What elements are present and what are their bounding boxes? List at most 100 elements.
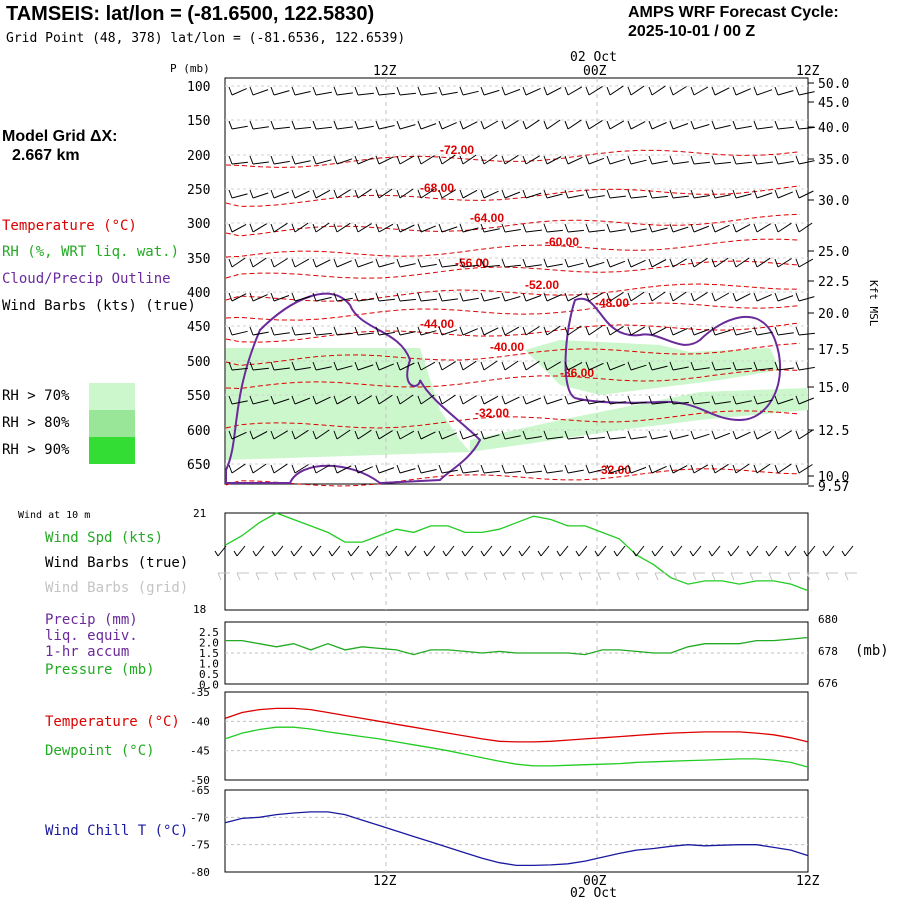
wind-barb-179 [462,297,479,302]
wind-barb-flag-76 [648,155,653,165]
wind-barb-10 [441,91,458,96]
wind-barb-flag-201 [333,326,338,336]
wind-barb-159 [630,259,646,268]
wind-barb-flag-33 [333,120,338,130]
wind-barb-flag-214 [606,326,611,336]
wind-barb-flag-63 [375,155,380,165]
wind-barb-251 [798,366,815,371]
wind-barb-flag-313 [333,464,338,474]
wind-barb-flag-0 [228,86,233,96]
wind-barb-flag-118 [354,223,359,233]
wind-barb-335 [798,464,813,474]
wind-barb-47 [630,121,646,130]
wind-barb-148 [399,263,416,268]
wind-barb-260 [399,394,414,405]
wind-barb-flag-300 [648,430,653,440]
wind-barb-flag-1 [249,86,254,96]
wind-barb-75 [630,159,647,165]
wind-barb-flag-8 [396,86,401,96]
wind-barb-flag-15 [543,86,548,96]
wind-barb-flag-91 [375,189,380,199]
height-tick-8: 17.5 [818,343,849,358]
wind-barb-77 [672,161,689,165]
legend-rh70: RH > 70% [2,388,70,404]
wind-barb-flag-188 [648,292,653,302]
wind-barb-304 [735,431,751,440]
wind-barb-25 [756,89,773,96]
wind-barb-flag-146 [354,258,359,268]
time-label-top-2: 00Z [583,64,607,79]
wind-barb-161 [672,258,687,268]
wind-barb-flag-174 [354,292,359,302]
pressure-tick-450: 450 [187,320,210,335]
wind-barb-flag-158 [606,258,611,268]
wind-barb-flag-321 [501,464,506,474]
wind-barb-flag-167 [795,258,800,268]
wind-barb-150 [441,264,458,268]
wind-barb-flag-189 [669,292,674,302]
wind-barb-flag-121 [417,223,422,233]
wind-barb-flag-262 [438,395,443,405]
time-label-top-1: 12Z [373,64,397,79]
wind-barb-26 [777,90,794,96]
wind-barb-315 [378,467,395,474]
wind-barb-76 [651,160,668,165]
wind-barb-flag-149 [417,258,422,268]
surface-barb-true-flag-3 [271,550,276,557]
wind-barb-309 [252,463,267,474]
wind-barb-137 [756,223,771,233]
surface-barb-true-flag-9 [385,550,390,557]
wind-barb-flag-253 [249,395,254,405]
precip-tick-3: 1.0 [199,658,219,671]
wind-barb-flag-49 [669,120,674,130]
wind-barb-259 [378,394,393,405]
wind-barb-flag-135 [711,223,716,233]
wind-barb-flag-98 [522,189,527,199]
wind-barb-53 [756,126,773,130]
wind-barb-312 [315,464,331,474]
wind-barb-160 [651,259,667,268]
wind-barb-flag-281 [249,430,254,440]
wind-barb-flag-234 [438,361,443,371]
wind-barb-flag-23 [711,86,716,96]
wind-barb-flag-130 [606,223,611,233]
wind-barb-flag-332 [732,464,737,474]
wind-barb-274 [693,401,710,405]
surface-barb-true-flag-13 [461,550,466,557]
wind-barb-245 [672,366,689,371]
wind-barb-123 [462,227,479,233]
wind-barb-flag-256 [312,395,317,405]
wind-barb-flag-227 [291,361,296,371]
wind-barb-227 [294,367,311,371]
height-tick-1: 45.0 [818,96,849,111]
wind-barb-289 [420,431,436,440]
wind-barb-133 [672,226,689,233]
wind-barb-165 [756,257,771,268]
wind-barb-flag-199 [291,326,296,336]
wind-barb-flag-170 [270,292,275,302]
isotherm-label-0: -72.00 [440,143,474,157]
surface-barb-true-flag-6 [328,550,333,557]
surface-barb-true-flag-22 [632,550,637,557]
wind-barb-316 [399,468,416,474]
isotherm-label-4: -56.00 [455,256,489,270]
wind-barb-flag-303 [711,430,716,440]
wind-barb-flag-232 [396,361,401,371]
wind-barb-flag-185 [585,292,590,302]
wind-barb-204 [399,331,416,336]
wind-barb-187 [630,291,645,302]
wind-barb-flag-182 [522,292,527,302]
wind-barb-flag-264 [480,395,485,405]
wind-barb-97 [504,191,521,199]
surface-barb-true-24 [673,545,683,557]
wind-barb-261 [420,394,435,405]
wind-barb-flag-247 [711,361,716,371]
wind-barb-flag-152 [480,258,485,268]
wind-barb-flag-294 [522,430,527,440]
isotherm-8 [225,342,801,366]
wind-barb-flag-330 [690,464,695,474]
wind-barb-flag-137 [753,223,758,233]
wind-barb-168 [231,293,247,302]
isotherm-label-8: -40.00 [490,340,524,354]
wind-barb-flag-322 [522,464,527,474]
